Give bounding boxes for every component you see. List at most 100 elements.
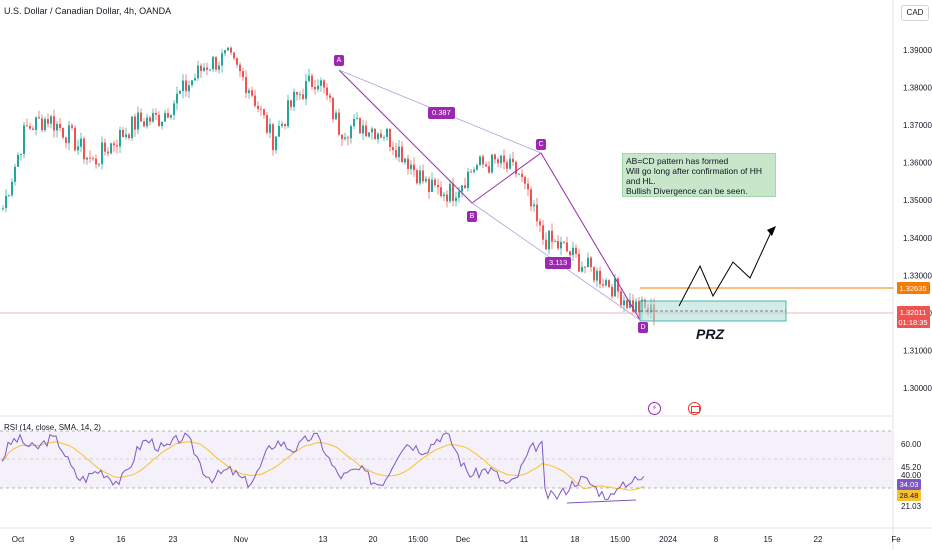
candle-body xyxy=(518,173,520,175)
candle-body xyxy=(95,158,97,165)
candle-body xyxy=(422,170,424,182)
candle-body xyxy=(599,270,601,285)
rsi-indicator-label[interactable]: RSI (14, close, SMA, 14, 2) xyxy=(4,423,101,432)
note-line-4: Bullish Divergence can be seen. xyxy=(626,186,748,196)
candle-body xyxy=(209,69,211,71)
currency-button[interactable]: CAD xyxy=(901,5,929,21)
candle-body xyxy=(290,100,292,107)
candle-body xyxy=(251,90,253,96)
candle-body xyxy=(557,240,559,249)
candle-body xyxy=(371,128,373,133)
candle-body xyxy=(551,230,553,242)
candle-body xyxy=(344,137,346,139)
candle-body xyxy=(56,123,58,131)
candle-body xyxy=(143,121,145,127)
candle-body xyxy=(173,103,175,116)
candle-body xyxy=(53,116,55,131)
candle-body xyxy=(212,56,214,70)
analysis-note[interactable]: AB=CD pattern has formed Will go long af… xyxy=(622,153,776,197)
candle-body xyxy=(626,300,628,308)
candle-body xyxy=(41,118,43,131)
pattern-point-c[interactable]: C xyxy=(536,139,546,150)
time-axis-tick: 23 xyxy=(169,535,178,544)
chart-title: U.S. Dollar / Canadian Dollar, 4h, OANDA xyxy=(4,6,172,16)
candle-body xyxy=(110,143,112,154)
candle-body xyxy=(488,166,490,173)
candle-body xyxy=(386,128,388,138)
candle-body xyxy=(578,253,580,272)
candle-body xyxy=(32,128,34,130)
candle-body xyxy=(527,183,529,190)
candle-body xyxy=(494,154,496,160)
candle-body xyxy=(200,65,202,71)
candle-body xyxy=(287,100,289,127)
candle-body xyxy=(65,137,67,143)
ratio-label-cd[interactable]: 3.113 xyxy=(545,257,572,269)
candle-body xyxy=(389,128,391,148)
candle-body xyxy=(464,185,466,189)
time-axis-tick: 20 xyxy=(369,535,378,544)
candle-body xyxy=(218,65,220,70)
candle-body xyxy=(572,247,574,256)
candle-body xyxy=(362,125,364,134)
candle-body xyxy=(317,85,319,90)
candle-body xyxy=(524,177,526,184)
candle-body xyxy=(266,115,268,133)
candle-body xyxy=(401,146,403,163)
candle-body xyxy=(428,178,430,192)
candle-body xyxy=(374,128,376,140)
candle-body xyxy=(638,301,640,313)
candle-body xyxy=(482,156,484,165)
candle-body xyxy=(608,280,610,287)
candle-body xyxy=(476,165,478,170)
price-axis-tick: 1.33000 xyxy=(903,271,932,280)
candle-body xyxy=(434,179,436,185)
candle-body xyxy=(59,123,61,129)
candle-body xyxy=(131,116,133,139)
time-axis-tick: Fe xyxy=(891,535,901,544)
candle-body xyxy=(497,159,499,164)
candle-body xyxy=(503,155,505,163)
candle-body xyxy=(89,157,91,159)
candle-body xyxy=(605,280,607,286)
candle-body xyxy=(116,145,118,147)
candle-body xyxy=(416,170,418,184)
candle-body xyxy=(23,125,25,154)
candle-body xyxy=(167,113,169,118)
time-axis[interactable]: Oct 9 16 23 Nov 13 20 15:00 Dec 11 18 15:00 2024 8 15 2… xyxy=(12,535,901,544)
candle-body xyxy=(47,119,49,124)
candle-body xyxy=(149,117,151,122)
candle-body xyxy=(296,91,298,95)
candle-body xyxy=(281,123,283,127)
price-axis[interactable]: 1.39000 1.38000 1.37000 1.36000 1.35000 1.340… xyxy=(903,46,932,393)
candle-body xyxy=(353,119,355,127)
calendar-icon[interactable] xyxy=(688,402,701,415)
candle-body xyxy=(575,247,577,254)
rsi-line xyxy=(1,432,645,501)
projected-move-path[interactable] xyxy=(678,229,773,307)
rsi-divergence-line[interactable] xyxy=(566,499,637,504)
time-axis-tick: 16 xyxy=(117,535,126,544)
pattern-point-a[interactable]: A xyxy=(334,55,344,66)
ratio-label-ab[interactable]: 0.387 xyxy=(428,107,455,119)
pattern-point-d[interactable]: D xyxy=(638,322,648,333)
candle-body xyxy=(275,136,277,151)
pattern-point-b[interactable]: B xyxy=(467,211,477,222)
candle-body xyxy=(11,181,13,196)
projected-move-arrowhead xyxy=(767,226,776,236)
candle-body xyxy=(539,221,541,226)
candle-body xyxy=(239,64,241,72)
candle-body xyxy=(470,171,472,173)
candle-body xyxy=(215,56,217,70)
abcd-pattern-line[interactable] xyxy=(338,69,641,321)
candle-body xyxy=(587,257,589,268)
lightning-icon[interactable]: ⚡ xyxy=(648,402,661,415)
candle-body xyxy=(221,53,223,66)
candle-body xyxy=(152,112,154,122)
price-axis-tick: 1.38000 xyxy=(903,84,932,93)
candle-body xyxy=(74,127,76,151)
candle-body xyxy=(77,146,79,151)
rsi-band xyxy=(0,431,893,488)
current-price-tag-text: 1.32011 xyxy=(900,308,927,317)
